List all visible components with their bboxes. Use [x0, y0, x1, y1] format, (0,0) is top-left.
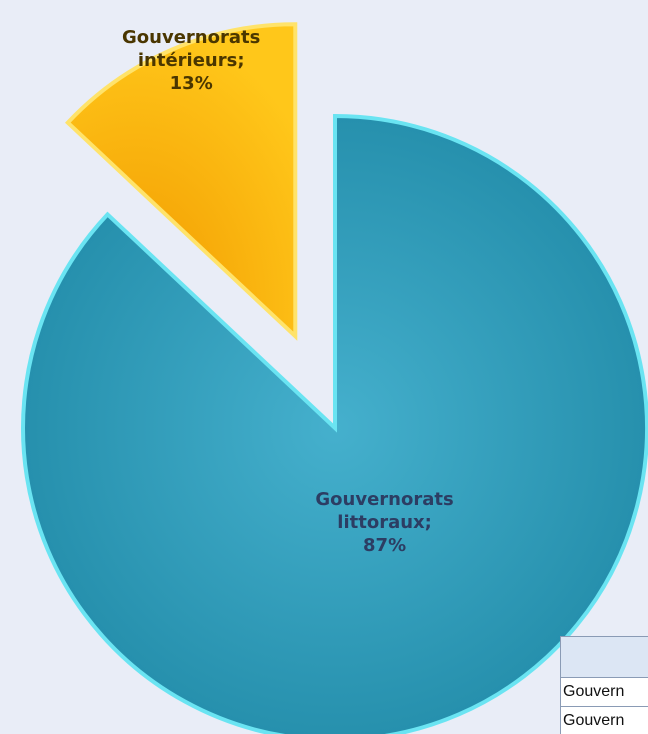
- slice-category-label: Gouvernorats intérieurs;: [122, 26, 261, 71]
- slice-value-label: 87%: [363, 534, 407, 556]
- pie-slice: [21, 113, 648, 734]
- data-table: Gouvern Gouvern: [560, 636, 648, 734]
- slice-value-label: 13%: [169, 72, 213, 94]
- slice-category-label: Gouvernorats littoraux;: [315, 488, 454, 533]
- table-header: [561, 637, 648, 678]
- table-cell: Gouvern: [561, 707, 648, 734]
- pie-slice: [65, 22, 298, 341]
- table-cell: Gouvern: [561, 678, 648, 707]
